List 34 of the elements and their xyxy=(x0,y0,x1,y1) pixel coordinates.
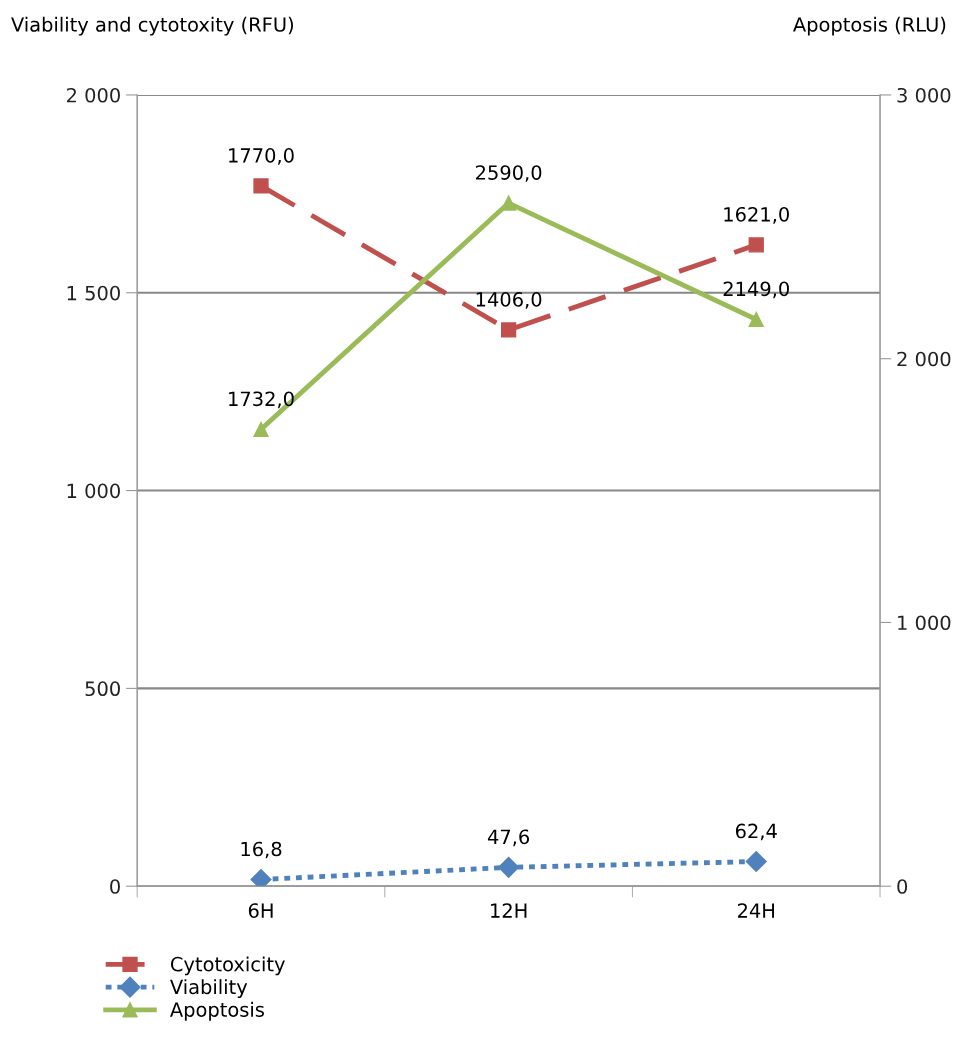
y-tick-label: 2 000 xyxy=(66,87,120,103)
y2-tick-label: 2 000 xyxy=(897,351,951,367)
legend-label: Cytotoxicity xyxy=(170,956,285,976)
data-label: 1732,0 xyxy=(229,391,294,409)
legend-label: Apoptosis xyxy=(170,1001,264,1021)
point xyxy=(253,178,269,194)
point xyxy=(748,311,764,328)
data-label: 1770,0 xyxy=(229,148,294,165)
y-tick-label: 1 000 xyxy=(67,483,120,499)
point xyxy=(253,421,269,438)
data-label: 1621,0 xyxy=(724,206,789,224)
data-label: 16,8 xyxy=(241,841,282,859)
y-tick-label: 1 500 xyxy=(67,285,120,301)
y2-tick-label: 0 xyxy=(897,879,908,894)
point xyxy=(748,237,764,253)
point xyxy=(498,856,520,878)
y-axis-title: Viability and cytotoxity (RFU) xyxy=(11,16,293,36)
data-label: 2149,0 xyxy=(723,281,789,299)
data-label: 47,6 xyxy=(487,829,530,847)
point xyxy=(500,322,517,338)
x-tick-label: 24H xyxy=(737,903,774,918)
y2-tick-label: 3 000 xyxy=(897,87,951,103)
point xyxy=(745,850,767,873)
legend-label: Viability xyxy=(170,979,248,998)
data-label: 62,4 xyxy=(735,823,777,841)
y2-axis-title: Apoptosis (RLU) xyxy=(793,16,946,36)
x-tick-label: 12H xyxy=(491,903,527,918)
y-tick-label: 0 xyxy=(110,879,120,894)
y2-tick-label: 1 000 xyxy=(898,615,951,631)
data-label: 1406,0 xyxy=(476,292,542,309)
data-label: 2590,0 xyxy=(476,165,542,182)
x-tick-label: 6H xyxy=(248,903,273,918)
point xyxy=(250,869,272,887)
y-tick-label: 500 xyxy=(85,681,120,697)
